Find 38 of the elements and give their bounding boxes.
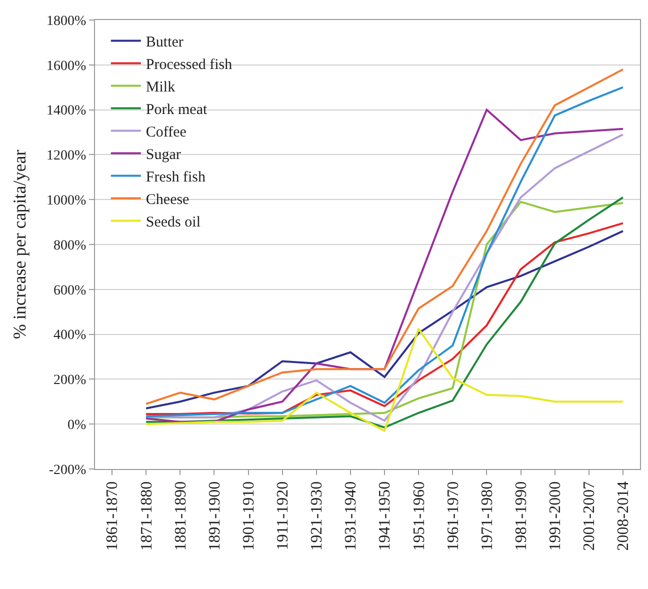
x-tick-label: 1861-1870 xyxy=(104,481,122,551)
y-tick-label: 1600% xyxy=(46,58,87,74)
x-tick-label: 1921-1930 xyxy=(308,481,326,551)
y-tick-label: 0% xyxy=(68,418,87,433)
y-tick-label: 600% xyxy=(54,283,87,298)
y-tick-label: 1800% xyxy=(46,14,87,29)
legend-label: Cheese xyxy=(146,192,190,208)
x-tick-label: 2001-2007 xyxy=(581,481,598,551)
legend-label: Sugar xyxy=(146,147,181,164)
x-tick-label: 1971-1980 xyxy=(478,481,496,551)
x-tick-label: 1881-1890 xyxy=(172,481,190,551)
y-tick-label: 1000% xyxy=(46,194,87,208)
x-tick-label: 1981-1990 xyxy=(512,481,530,551)
x-tick-label: 1911-1920 xyxy=(274,481,292,550)
x-tick-label: 1991-2000 xyxy=(547,481,564,551)
x-tick-label: 1951-1960 xyxy=(410,481,428,551)
x-tick-label: 1871-1880 xyxy=(138,481,156,551)
legend-label: Milk xyxy=(146,80,176,96)
y-tick-label: 200% xyxy=(54,373,87,388)
y-tick-label: 1400% xyxy=(46,104,87,119)
x-tick-label: 1901-1910 xyxy=(240,481,258,551)
x-tick-label: 2008-2014 xyxy=(615,481,632,551)
legend-label: Seeds oil xyxy=(146,214,200,231)
x-tick-label: 1941-1950 xyxy=(376,481,394,551)
y-tick-label: 400% xyxy=(54,328,87,344)
y-tick-label: 1200% xyxy=(46,148,87,164)
legend-label: Butter xyxy=(146,34,184,51)
y-axis-title: % increase per capita/year xyxy=(10,150,30,340)
y-tick-label: 800% xyxy=(54,238,87,254)
legend-label: Pork meat xyxy=(146,102,208,118)
x-tick-label: 1891-1900 xyxy=(206,481,224,551)
legend-label: Fresh fish xyxy=(146,170,206,186)
legend-label: Coffee xyxy=(146,124,187,141)
y-tick-label: -200% xyxy=(48,462,87,478)
x-tick-label: 1961-1970 xyxy=(444,481,462,551)
line-series xyxy=(145,328,624,432)
x-tick-label: 1931-1940 xyxy=(342,481,360,551)
legend-label: Processed fish xyxy=(146,57,233,74)
